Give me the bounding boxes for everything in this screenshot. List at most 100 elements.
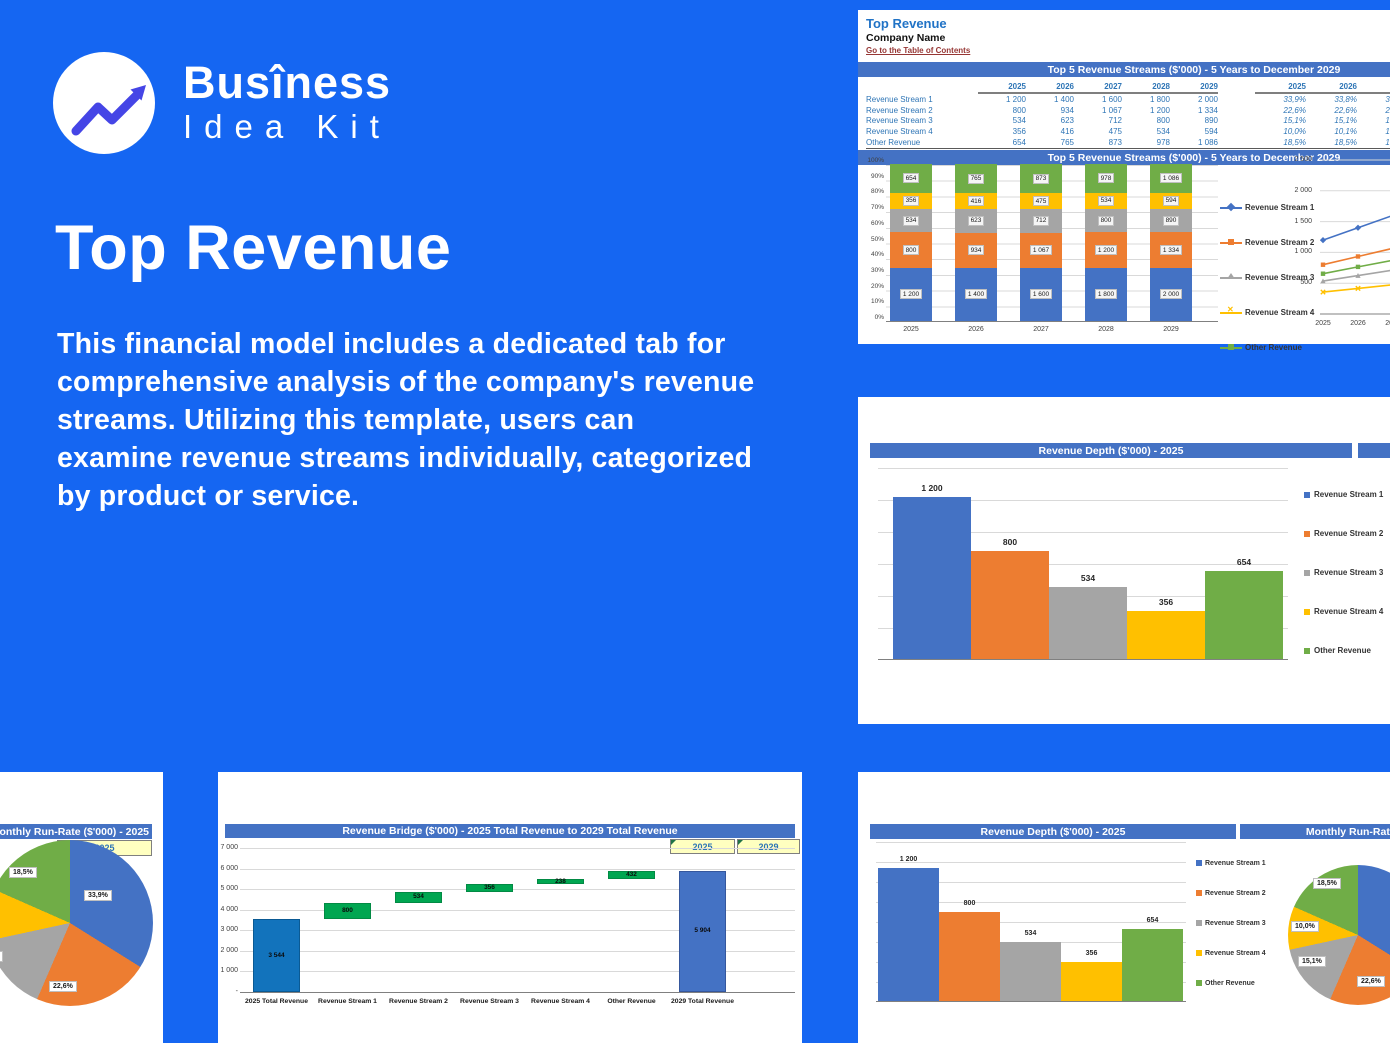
x-tick-label: 2027 (1385, 320, 1390, 327)
to-year-selector[interactable]: 2029 (737, 839, 800, 854)
revenue-table: 2025202620272028202920252026202720282029… (866, 80, 1390, 161)
y-tick-label: - (235, 988, 238, 995)
gridline (240, 971, 795, 973)
table-cell: 22,6% (1334, 105, 1357, 115)
gridline (240, 848, 795, 849)
legend-label: Revenue Stream 3 (1245, 273, 1315, 282)
table-cell: 534 (1012, 116, 1026, 126)
legend-label: Other Revenue (1205, 979, 1255, 987)
bar-segment: 623 (955, 208, 997, 233)
bar-segment: 654 (890, 164, 932, 193)
page-description: This financial model includes a dedicate… (57, 328, 755, 512)
y-tick-label: 10% (870, 298, 884, 306)
legend-label: Revenue Stream 2 (1205, 889, 1266, 897)
brand-line2: Idea Kit (183, 108, 391, 145)
table-cell: 1 067 (1101, 105, 1122, 115)
value-label: 800 (963, 900, 976, 908)
pie-slice-label: 10,0% (1291, 921, 1319, 932)
legend-label: Other Revenue (1245, 343, 1302, 352)
stacked-bar: 1 600 1 067 712 475 873 (1020, 164, 1062, 321)
bar-segment: 765 (955, 164, 997, 194)
bridge-bar: 3 544 (253, 919, 300, 992)
table-cell: 18,5% (1334, 138, 1357, 148)
bar-segment: 890 (1150, 208, 1192, 233)
stacked-yaxis: 100% 90% 80% 70% 60% 50% 40% 30% 20% 10% 0% (860, 157, 884, 331)
table-cell (1218, 80, 1255, 94)
bar-segment: 534 (890, 208, 932, 233)
bar-segment: 1 200 (1085, 232, 1127, 268)
gridline (240, 868, 795, 870)
bridge-yaxis: 7 000 6 000 5 000 4 000 3 000 2 000 1 000 - (218, 844, 238, 998)
bar-segment: 534 (1085, 192, 1127, 209)
segment-value-label: 1 600 (1029, 289, 1053, 300)
table-cell: 2027 (1357, 80, 1390, 94)
table-cell: 2 000 (1197, 94, 1218, 104)
x-tick-label: Other Revenue (607, 998, 656, 1005)
bridge-bar: 356 (466, 884, 513, 892)
table-cell: 10,0% (1283, 127, 1306, 137)
legend-label: Revenue Stream 4 (1245, 308, 1315, 317)
pie-slice-label: 15,1% (0, 951, 3, 962)
bridge-bar: 238 (537, 877, 584, 885)
legend-label: Revenue Stream 3 (1205, 919, 1266, 927)
bar-segment: 1 334 (1150, 232, 1192, 268)
legend-marker-line (1220, 273, 1242, 279)
segment-value-label: 1 800 (1094, 289, 1118, 300)
table-cell: 15,1% (1385, 116, 1390, 126)
bridge-plot: 3 544 2025 Total Revenue 800 Revenue Stream… (240, 848, 795, 1005)
run-rate-title-2: Monthly Run-Rate ($'000) - 2025 (1305, 825, 1390, 838)
value-label: 1 200 (921, 483, 943, 493)
table-cell: 2025 (978, 80, 1026, 94)
segment-value-label: 475 (1032, 196, 1050, 207)
from-year-selector[interactable]: 2025 (670, 839, 735, 854)
bar-segment: 800 (890, 232, 932, 268)
y-tick-label: - (1309, 310, 1312, 317)
table-cell: 22,6% (1385, 105, 1390, 115)
run-rate-title: Monthly Run-Rate ($'000) - 2025 (0, 825, 149, 838)
table-header-bar: Top 5 Revenue Streams ($'000) - 5 Years … (858, 62, 1390, 77)
depth-plot-1: 1 200 800 534 356 654 (878, 468, 1288, 660)
bar-segment: 1 200 (890, 267, 932, 321)
bar (939, 912, 1000, 1001)
y-tick-label: 1 000 (1294, 248, 1312, 256)
segment-value-label: 534 (1097, 195, 1115, 206)
table-cell: 2025 (1255, 80, 1306, 94)
legend-label: Revenue Stream 3 (1314, 568, 1384, 577)
legend-marker-square (1304, 608, 1310, 615)
table-cell: 623 (1060, 116, 1074, 126)
table-cell: Revenue Stream 2 (866, 105, 933, 115)
table-cell: 10,0% (1385, 127, 1390, 137)
legend-item: Revenue Stream 4 (1196, 938, 1266, 968)
bar (1061, 961, 1122, 1001)
adjacent-header-bar (1358, 443, 1390, 458)
pie-slice-label: 15,1% (1298, 956, 1326, 967)
stacked-bar: 1 200 800 534 356 654 (890, 164, 932, 321)
legend-label: Revenue Stream 2 (1314, 529, 1384, 538)
sheet-title: Top Revenue (866, 16, 947, 31)
segment-value-label: 712 (1032, 215, 1050, 226)
value-label: 654 (1236, 556, 1252, 567)
bar-segment: 934 (955, 232, 997, 268)
bar-value-label: 238 (555, 877, 566, 885)
table-cell: 1 400 (1053, 94, 1074, 104)
table-cell: 2028 (1122, 80, 1170, 94)
pie-slice-label: 22,6% (1357, 976, 1385, 987)
legend-item: Other Revenue (1304, 631, 1383, 670)
table-header-title: Top 5 Revenue Streams ($'000) - 5 Years … (1047, 63, 1341, 76)
x-tick-label: 2029 Total Revenue (671, 998, 734, 1005)
stacked-legend: Revenue Stream 1 Revenue Stream 2 Revenu… (1220, 190, 1320, 365)
segment-value-label: 934 (967, 245, 985, 256)
segment-value-label: 594 (1162, 195, 1180, 206)
table-of-contents-link[interactable]: Go to the Table of Contents (866, 46, 971, 55)
table-cell: 33,8% (1385, 94, 1390, 104)
segment-value-label: 1 200 (1094, 245, 1118, 256)
x-tick-label: Revenue Stream 3 (460, 998, 519, 1005)
gridline (240, 992, 795, 993)
bar-segment: 1 067 (1020, 232, 1062, 268)
legend-label: Revenue Stream 1 (1314, 490, 1384, 499)
legend-item: Revenue Stream 3 (1304, 553, 1383, 592)
legend-marker-square (1196, 950, 1202, 956)
table-cell: 416 (1060, 127, 1074, 137)
bar-segment: 1 086 (1150, 164, 1192, 193)
legend-item: Revenue Stream 1 (1304, 475, 1383, 514)
